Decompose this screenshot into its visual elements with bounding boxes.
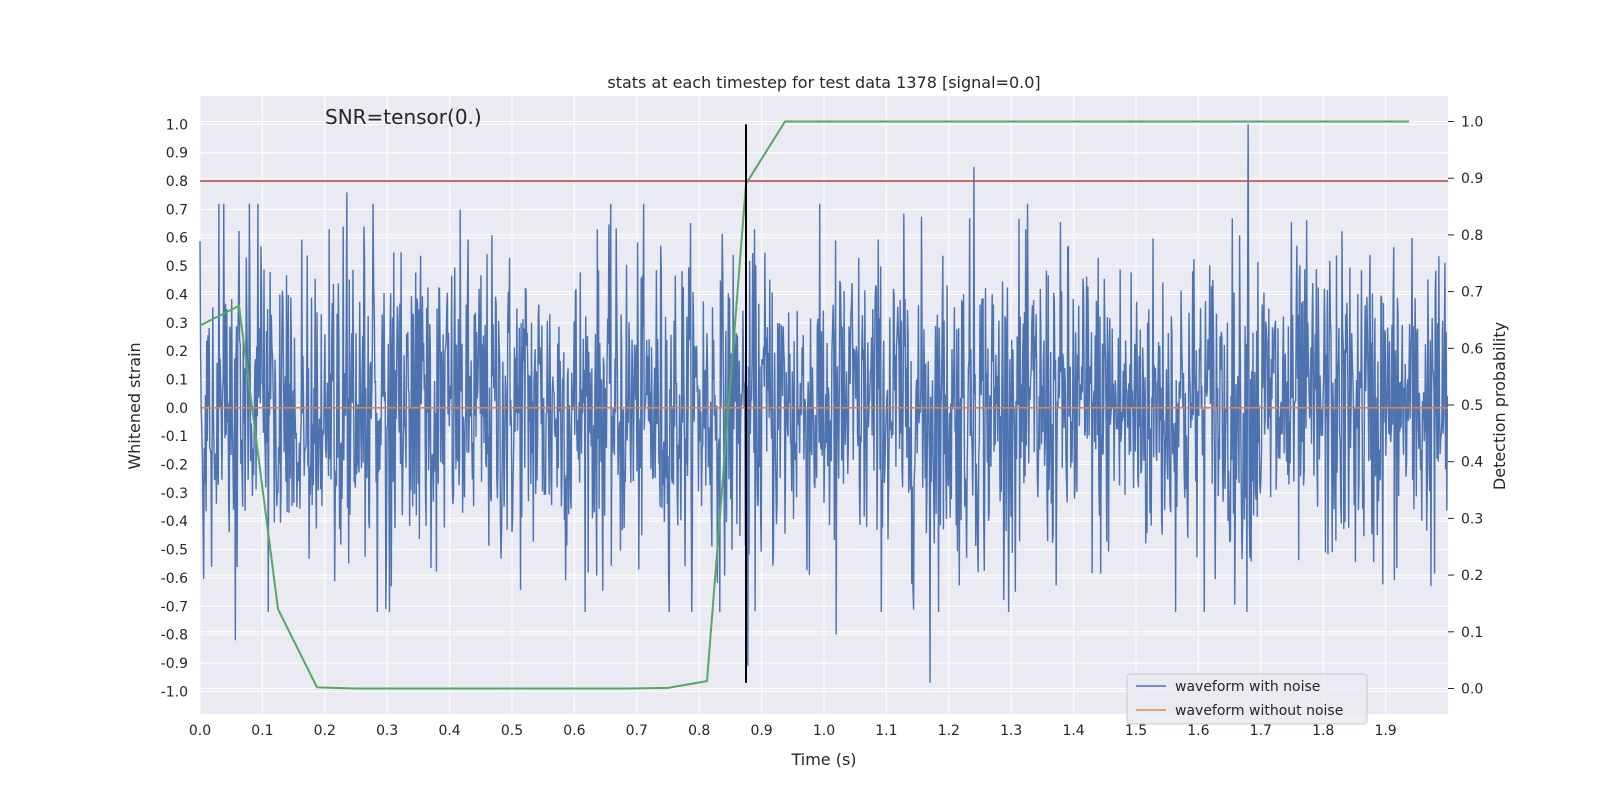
x-tick-label: 0.6 [563,723,585,739]
chart-title: stats at each timestep for test data 137… [607,73,1040,92]
y-tick-label-left: -0.3 [161,486,188,502]
legend-label-noise: waveform with noise [1175,679,1320,695]
x-tick-label: 1.2 [938,723,960,739]
y-tick-label-left: 0.7 [166,202,188,218]
y-tick-label-left: 0.1 [166,372,188,388]
x-tick-label: 1.3 [1000,723,1022,739]
x-tick-label: 1.4 [1062,723,1084,739]
y-tick-label-right: 0.5 [1461,398,1483,414]
series-layer [199,120,1449,690]
x-tick-label: 1.5 [1125,723,1147,739]
x-tick-labels: 0.0 0.1 0.2 0.3 0.4 0.5 0.6 0.7 0.8 0.9 1.0 1.1 1.2 1… [189,723,1397,739]
y-tick-label-left: 0.9 [166,146,188,162]
y-axis-label-right: Detection probability [1490,322,1509,490]
x-tick-label: 0.3 [376,723,398,739]
y-tick-label-left: -0.1 [161,429,188,445]
snr-annotation: SNR=tensor(0.) [325,105,482,129]
y-tick-label-left: -0.7 [161,599,188,615]
y-tick-label-right: 0.9 [1461,171,1483,187]
x-tick-label: 0.4 [438,723,460,739]
legend-box [1126,673,1368,725]
x-tick-label: 1.1 [875,723,897,739]
x-tick-label: 1.9 [1374,723,1396,739]
series-detection-probability [199,120,1409,690]
x-tick-label: 0.0 [189,723,211,739]
y-tick-label-left: -0.9 [161,656,188,672]
x-axis-label: Time (s) [790,750,856,769]
y-tick-label-left: 1.0 [166,117,188,133]
y-tick-label-left: 0.5 [166,259,188,275]
y-tick-label-right: 0.3 [1461,511,1483,527]
y-tick-label-left: -1.0 [161,684,188,700]
y-tick-label-right: 0.7 [1461,285,1483,301]
y-tick-label-left: -0.6 [161,571,188,587]
x-tick-label: 0.5 [501,723,523,739]
y-tick-label-left: 0.6 [166,231,188,247]
x-tick-label: 1.6 [1187,723,1209,739]
x-tick-label: 0.8 [688,723,710,739]
x-tick-label: 0.9 [750,723,772,739]
y-tick-label-right: 0.1 [1461,625,1483,641]
y-tick-label-left: 0.0 [166,401,188,417]
y-tick-label-left: -0.5 [161,543,188,559]
y-tick-label-right: 0.4 [1461,455,1483,471]
y-tick-label-left: 0.2 [166,344,188,360]
x-tick-label: 1.0 [813,723,835,739]
series-waveform-with-noise [199,124,1449,683]
y-tick-label-left: 0.3 [166,316,188,332]
y-tick-label-left: -0.8 [161,628,188,644]
y-tick-label-right: 0.6 [1461,341,1483,357]
y-tick-label-right: 0.2 [1461,568,1483,584]
y-axis-label-left: Whitened strain [125,342,144,469]
y-tick-label-left: -0.4 [161,514,188,530]
y-tick-label-right: 0.0 [1461,681,1483,697]
x-tick-label: 0.1 [251,723,273,739]
legend-label-clean: waveform without noise [1175,703,1343,719]
x-tick-label: 0.7 [626,723,648,739]
y-tick-label-left: 0.4 [166,287,188,303]
x-tick-label: 1.8 [1312,723,1334,739]
legend: waveform with noise waveform without noi… [1126,673,1368,725]
y-tick-labels-left: 1.0 0.9 0.8 0.7 0.6 0.5 0.4 0.3 0.2 0.1 0.0 -0.1 -0.… [161,117,188,700]
y-tick-label-left: 0.8 [166,174,188,190]
y-tick-labels-right: 1.0 0.9 0.8 0.7 0.6 0.5 0.4 0.3 0.2 0.1 0.0 [1448,115,1483,697]
y-tick-label-right: 0.8 [1461,228,1483,244]
y-tick-label-left: -0.2 [161,458,188,474]
y-tick-label-right: 1.0 [1461,115,1483,131]
x-tick-label: 1.7 [1250,723,1272,739]
x-tick-label: 0.2 [314,723,336,739]
